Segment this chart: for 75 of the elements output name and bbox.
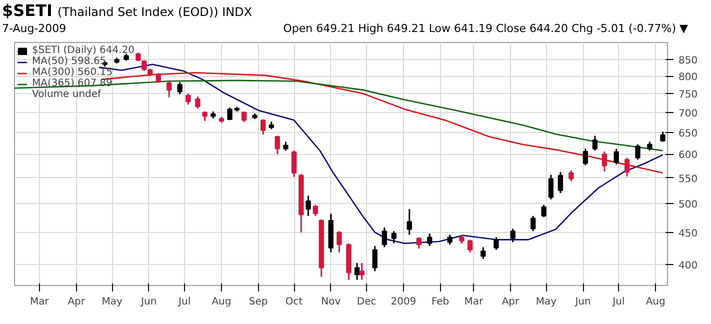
candlestick [467,238,473,254]
candlestick [227,106,232,121]
chart-subtitle: 7-Aug-2009 [2,21,66,37]
candlestick [195,96,200,110]
candlestick [592,135,598,152]
candlestick [660,130,666,143]
candlestick [582,148,588,166]
candlestick [260,118,266,136]
candlestick [416,236,422,250]
x-tick-label: Jul [178,296,191,308]
y-tick-label: 650 [678,128,698,140]
candlestick [480,246,486,260]
y-tick-label: 400 [678,260,698,272]
x-tick-label: Nov [321,296,341,308]
candlestick [548,174,554,200]
candlestick [494,236,499,251]
x-tick-label: Dec [356,296,376,308]
x-tick-label: Sep [248,296,268,308]
y-tick-label: 600 [678,150,698,162]
legend-label: MA(50) 598.65 [32,56,106,67]
x-tick-label: May [536,296,557,308]
x-tick-label: Aug [212,296,232,308]
y-tick-label: 500 [678,200,698,211]
candlestick [372,245,378,272]
candlestick [354,262,360,280]
x-tick-label: Jun [574,296,591,308]
text: Open 649.21 High 649.21 Low 641.19 Close 644.20 Chg -5.01 (-0.77%) ▼ [283,21,688,37]
x-tick-label: Jul [612,296,625,308]
x-tick-label: 2009 [390,296,416,308]
candlestick [306,194,311,217]
candlestick [568,170,574,182]
candlestick [202,110,208,122]
candlestick [391,230,397,244]
candlestick [406,208,412,236]
candlestick [186,92,191,106]
x-tick-label: Feb [431,296,450,308]
candlestick [156,72,162,84]
candlestick [624,157,630,178]
candlestick [382,226,387,248]
legend-label: MA(300) 560.15 [32,67,113,78]
candlestick [602,150,608,172]
candlestick [291,150,297,178]
candlestick [166,80,172,98]
x-tick-label: Mar [464,296,484,308]
candlestick [336,230,342,254]
legend-label: $SETI (Daily) 644.20 [32,45,135,56]
candlestick [177,81,182,96]
x-tick-label: Oct [285,296,303,308]
x-tick-label: Apr [68,296,86,308]
x-tick-label: Apr [502,296,520,308]
y-tick-label: 750 [678,90,698,101]
x-tick-label: Jun [140,296,157,308]
candlestick [558,171,564,194]
candlestick [614,148,619,166]
x-tick-label: Mar [30,296,50,308]
candlestick [241,110,247,123]
line-series [14,80,664,152]
candlestick [447,234,452,246]
chart-title: $SETI (Thailand Set Index (EOD)) INDX [2,1,252,20]
candlestick [359,262,364,280]
candlestick [274,135,280,155]
candlestick [427,232,432,247]
y-tick-label: 850 [678,56,698,67]
candlestick [510,228,516,243]
y-tick-label: 800 [678,72,698,84]
candlestick [635,144,640,160]
candlestick [530,215,536,232]
annotation: Volume undef [32,89,102,100]
y-tick-label: 550 [678,174,698,185]
candlestick [541,204,546,218]
candlestick [312,204,318,217]
y-tick-label: 700 [678,108,698,120]
x-tick-label: Aug [646,296,666,308]
y-tick-label: 450 [678,228,698,240]
x-tick-label: May [102,296,122,308]
